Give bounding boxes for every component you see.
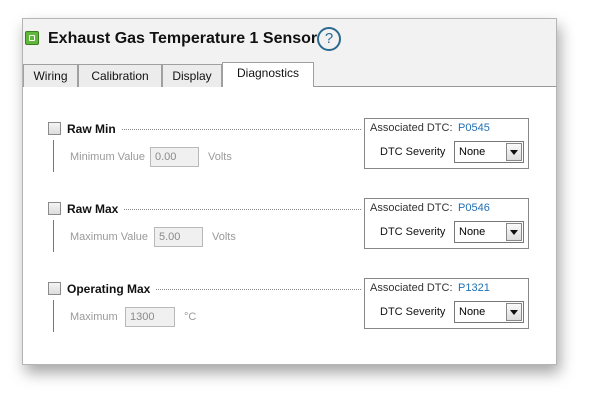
- dropdown-arrow[interactable]: [506, 223, 522, 241]
- arrow-glyph: [510, 310, 518, 315]
- title: Exhaust Gas Temperature 1 Sensor: [48, 30, 318, 47]
- field-input[interactable]: 0.00: [150, 147, 199, 167]
- field-label: Maximum: [70, 311, 118, 323]
- dtc-code[interactable]: P1321: [458, 282, 490, 294]
- tab[interactable]: Diagnostics: [222, 62, 314, 87]
- tab[interactable]: Wiring: [23, 64, 78, 87]
- section-header: Operating Max: [67, 281, 361, 297]
- section-label: Raw Min: [67, 122, 116, 136]
- checkbox[interactable]: [48, 202, 61, 215]
- dtc-label: Associated DTC:: [370, 202, 453, 214]
- tab[interactable]: Calibration: [78, 64, 162, 87]
- severity-value: None: [459, 146, 486, 158]
- tab[interactable]: Display: [162, 64, 222, 87]
- checkbox[interactable]: [48, 282, 61, 295]
- dropdown-arrow[interactable]: [506, 303, 522, 321]
- severity-value: None: [459, 306, 486, 318]
- severity-value: None: [459, 226, 486, 238]
- unit: °C: [184, 311, 197, 323]
- section-label: Operating Max: [67, 282, 151, 296]
- severity-label: DTC Severity: [380, 306, 446, 318]
- section-header: Raw Min: [67, 121, 361, 137]
- dtc-label: Associated DTC:: [370, 122, 453, 134]
- dtc-label: Associated DTC:: [370, 282, 453, 294]
- arrow-glyph: [510, 150, 518, 155]
- dotted-leader: [124, 208, 361, 210]
- severity-select[interactable]: None: [454, 221, 524, 243]
- severity-label: DTC Severity: [380, 226, 446, 238]
- field-input[interactable]: 5.00: [154, 227, 203, 247]
- severity-select[interactable]: None: [454, 301, 524, 323]
- section-label: Raw Max: [67, 202, 119, 216]
- dotted-leader: [121, 128, 361, 130]
- severity-label: DTC Severity: [380, 146, 446, 158]
- unit: Volts: [208, 151, 232, 163]
- severity-select[interactable]: None: [454, 141, 524, 163]
- dropdown-arrow[interactable]: [506, 143, 522, 161]
- dtc-code[interactable]: P0545: [458, 122, 490, 134]
- field-label: Maximum Value: [70, 231, 149, 243]
- section-header: Raw Max: [67, 201, 361, 217]
- checkbox[interactable]: [48, 122, 61, 135]
- unit: Volts: [212, 231, 236, 243]
- field-input[interactable]: 1300: [125, 307, 175, 327]
- indent-line: [53, 140, 54, 172]
- sensor-icon: [25, 31, 39, 45]
- help-button[interactable]: ?: [317, 27, 341, 51]
- indent-line: [53, 300, 54, 332]
- arrow-glyph: [510, 230, 518, 235]
- dotted-leader: [156, 288, 361, 290]
- indent-line: [53, 220, 54, 252]
- field-label: Minimum Value: [70, 151, 145, 163]
- dtc-code[interactable]: P0546: [458, 202, 490, 214]
